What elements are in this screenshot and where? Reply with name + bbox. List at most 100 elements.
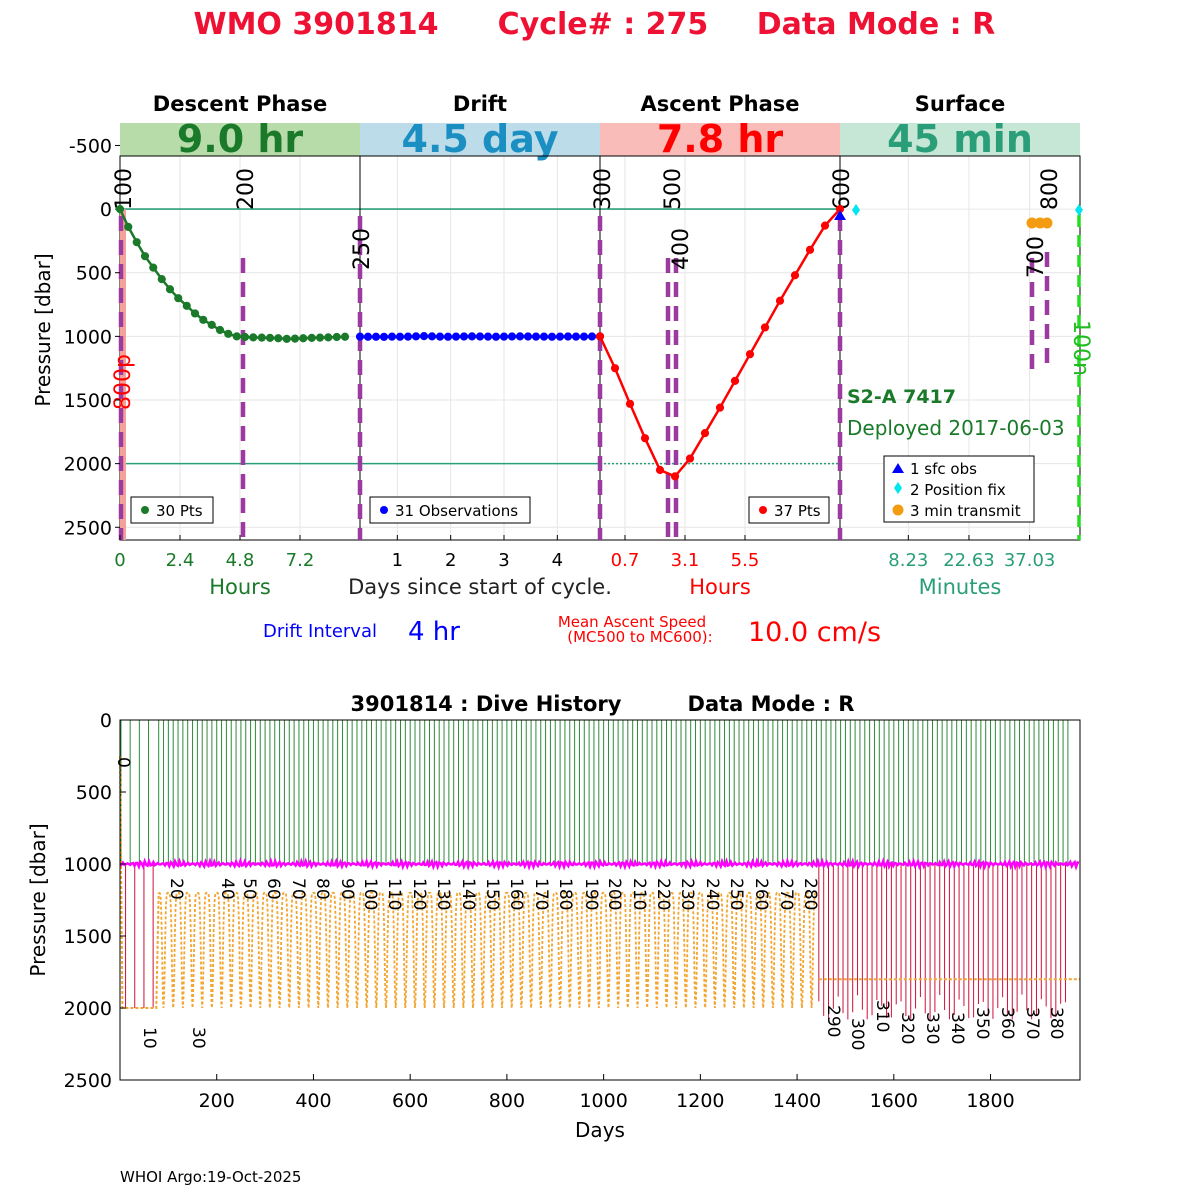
surface-legend-text: 1 sfc obs <box>910 460 977 478</box>
cycle-number-label: 290 <box>823 1005 843 1037</box>
x-tick-label: 7.2 <box>286 550 315 571</box>
y-axis-label: Pressure [dbar] <box>26 823 50 976</box>
ascent-series-point <box>715 403 725 412</box>
surface-legend-diamond <box>894 482 902 494</box>
x-tick-label: 1000 <box>579 1090 627 1112</box>
x-unit-ascent: Hours <box>689 575 751 599</box>
descent-series-point <box>332 332 341 342</box>
descent-series-point <box>115 204 125 214</box>
drift-interval-label: Drift Interval <box>263 621 377 642</box>
footer-credit: WHOI Argo:19-Oct-2025 <box>120 1168 301 1186</box>
side-label-800p: 800p <box>111 354 136 410</box>
descent-series-point <box>140 252 150 261</box>
ascent-series-point <box>685 454 695 463</box>
cycle-number-label: 40 <box>217 878 237 900</box>
cycle-number-label: 0 <box>113 757 133 768</box>
drift-series-point <box>563 332 573 341</box>
y-tick-label: 2000 <box>64 998 112 1020</box>
early-profile-curve <box>119 755 160 1009</box>
descent-series-point <box>249 333 258 342</box>
cycle-number-label: 10 <box>139 1027 159 1049</box>
phase-name: Surface <box>915 92 1005 116</box>
cycle-number-label: 350 <box>972 1007 992 1039</box>
drift-series-point <box>515 332 525 341</box>
y-tick-label: 500 <box>76 782 112 804</box>
x-tick-label: 1600 <box>870 1090 918 1112</box>
ascent-series-point <box>745 350 755 359</box>
cycle-number-label: 330 <box>922 1012 942 1044</box>
descent-series-point <box>299 334 308 343</box>
x-tick-label: 1200 <box>676 1090 724 1112</box>
cycle-number-label: 20 <box>166 878 186 900</box>
drift-series-point <box>467 332 477 341</box>
drift-series-point <box>427 332 437 341</box>
position-fix-marker <box>852 204 860 216</box>
surface-legend-dot <box>892 504 904 516</box>
drift-series-point <box>435 332 445 341</box>
descent-series-point <box>290 334 300 343</box>
legend-marker <box>759 506 767 514</box>
surface-legend-triangle <box>892 463 904 473</box>
milestone-label: 100 <box>112 168 137 210</box>
ascent-series-point <box>805 245 815 254</box>
x-tick-label: 3 <box>498 550 509 571</box>
phase-band <box>600 123 840 156</box>
legend-box <box>369 496 531 524</box>
history-title-left: 3901814 : Dive History <box>351 692 622 716</box>
float-model: S2-A 7417 <box>847 386 956 408</box>
descent-series-line <box>118 208 346 341</box>
x-tick-label: 800 <box>489 1090 525 1112</box>
cycle-number-label: 190 <box>581 878 601 910</box>
drift-series-point <box>531 332 541 341</box>
legend-text: 37 Pts <box>774 502 821 520</box>
descent-series-point <box>324 333 333 342</box>
phase-band <box>840 123 1080 156</box>
milestone-label: 600 <box>830 168 855 210</box>
cycle-number-label: 300 <box>847 1018 867 1050</box>
ascent-series-point <box>595 332 605 341</box>
descent-series-point <box>182 301 191 310</box>
y-tick-label: 1500 <box>64 926 112 948</box>
x-tick-label: 4 <box>552 550 563 571</box>
phase-name: Descent Phase <box>153 92 327 116</box>
drift-series-point <box>555 332 565 341</box>
ascent-series-point <box>820 221 830 230</box>
x-unit-surface: Minutes <box>919 575 1002 599</box>
drift-series-point <box>587 332 597 341</box>
drift-series-point <box>395 332 405 341</box>
milestone-label: 200 <box>234 168 259 210</box>
y-tick-label: -500 <box>69 135 112 157</box>
descent-series-point <box>257 333 266 342</box>
drift-series-point <box>483 332 493 341</box>
drift-series-point <box>387 332 397 341</box>
descent-series-point <box>282 334 291 344</box>
milestone-label: 700 <box>1024 236 1049 278</box>
surface-obs-marker <box>834 210 846 220</box>
x-tick-label: 400 <box>295 1090 331 1112</box>
legend-text: 30 Pts <box>156 502 203 520</box>
y-tick-label: 0 <box>100 199 112 221</box>
cycle-number-label: 50 <box>239 878 259 900</box>
cycle-number-label: 320 <box>897 1012 917 1044</box>
phase-name: Ascent Phase <box>641 92 800 116</box>
descent-series-point <box>232 332 241 341</box>
position-fix-marker <box>1075 204 1083 216</box>
ascent-series-point <box>655 465 665 475</box>
cycle-number-label: 260 <box>751 878 771 910</box>
milestone-label: 250 <box>350 228 375 270</box>
cycle-number-label: 280 <box>800 878 820 910</box>
descent-series-point <box>199 315 208 324</box>
descent-series-point <box>274 334 283 343</box>
cycle-number-label: 60 <box>263 878 283 900</box>
x-axis-label: Days since start of cycle. <box>348 575 612 599</box>
cycle-number-label: 210 <box>629 878 649 910</box>
descent-series-point <box>215 325 225 335</box>
ascent-series-point <box>730 376 740 386</box>
drift-series-point <box>523 332 533 341</box>
title-cycle: Cycle# : 275 <box>498 7 709 42</box>
drift-series-point <box>499 332 509 341</box>
descent-series-point <box>157 274 166 284</box>
x-axis-label: Days <box>575 1118 625 1142</box>
phase-duration: 4.5 day <box>402 117 559 161</box>
